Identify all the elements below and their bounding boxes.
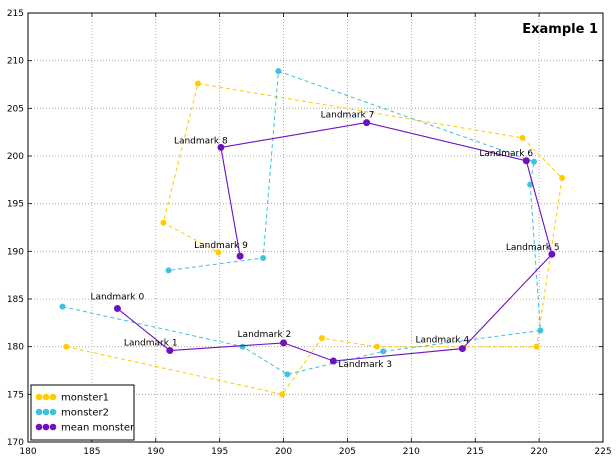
grid — [28, 13, 603, 442]
y-tick-label: 215 — [7, 9, 24, 19]
legend-item: mean monster — [35, 423, 135, 434]
y-tick-label: 170 — [7, 438, 24, 448]
legend-marker — [42, 408, 50, 416]
y-tick-label: 190 — [7, 247, 24, 257]
landmark-label: Landmark 3 — [338, 360, 392, 370]
legend-label: mean monster — [61, 423, 135, 434]
y-tick-label: 200 — [7, 152, 24, 162]
data-point — [239, 343, 246, 350]
y-axis-ticks: 170 175 180 185 190 195 200 205 210 215 — [7, 9, 603, 448]
x-tick-label: 185 — [83, 447, 100, 457]
series-monster1 — [63, 80, 566, 398]
series-group — [59, 68, 566, 398]
legend-marker — [42, 393, 50, 401]
data-point — [165, 267, 172, 274]
series-path — [66, 82, 563, 395]
landmark-label: Landmark 7 — [321, 111, 375, 121]
landmark-label: Landmark 1 — [124, 338, 178, 348]
data-point — [531, 158, 537, 165]
data-point — [113, 305, 121, 313]
x-tick-label: 180 — [19, 447, 36, 457]
y-tick-label: 185 — [7, 295, 24, 305]
data-point — [160, 219, 167, 226]
data-point — [519, 134, 526, 141]
data-point — [260, 255, 267, 262]
y-tick-label: 210 — [7, 57, 24, 67]
data-point — [59, 303, 66, 310]
data-point — [215, 249, 222, 256]
landmark-label: Landmark 0 — [90, 293, 144, 303]
legend-marker — [49, 393, 57, 401]
data-point — [373, 343, 380, 350]
legend-marker — [49, 423, 57, 431]
series-path — [62, 70, 541, 375]
data-point — [236, 252, 244, 260]
legend-item: monster2 — [35, 408, 109, 419]
legend-marker — [49, 408, 57, 416]
y-tick-label: 205 — [7, 104, 24, 114]
data-point — [527, 181, 534, 188]
legend-marker — [35, 423, 43, 431]
data-point — [194, 80, 201, 87]
legend-marker — [35, 393, 43, 401]
legend-marker — [35, 408, 43, 416]
data-point — [279, 391, 286, 398]
series-path — [117, 122, 553, 362]
landmark-label: Landmark 6 — [479, 149, 533, 159]
data-point — [217, 143, 225, 151]
data-point — [363, 119, 371, 127]
data-point — [318, 335, 325, 342]
data-point — [329, 357, 337, 365]
x-axis-ticks: 180 185 190 195 200 205 210 215 220 225 — [19, 13, 612, 457]
legend: monster1 monster2 mean monster — [30, 384, 135, 441]
legend-marker — [42, 423, 50, 431]
x-tick-label: 195 — [211, 447, 228, 457]
legend-label: monster1 — [61, 393, 109, 404]
data-point — [559, 174, 566, 181]
x-tick-label: 200 — [275, 447, 292, 457]
data-point — [63, 343, 70, 350]
x-tick-label: 205 — [339, 447, 356, 457]
data-point — [275, 68, 282, 75]
data-point — [166, 346, 174, 354]
data-point — [458, 345, 466, 353]
legend-items: monster1 monster2 mean monster — [35, 393, 135, 434]
x-tick-label: 215 — [467, 447, 484, 457]
chart-title: Example 1 — [522, 22, 598, 37]
y-tick-label: 195 — [7, 200, 24, 210]
data-point — [548, 250, 556, 258]
series-monster2 — [59, 68, 544, 378]
legend-label: monster2 — [61, 408, 109, 419]
landmark-label: Landmark 5 — [506, 243, 560, 253]
data-point — [280, 339, 288, 347]
y-tick-label: 180 — [7, 343, 24, 353]
x-tick-label: 225 — [594, 447, 611, 457]
x-tick-label: 220 — [531, 447, 548, 457]
landmark-label: Landmark 2 — [238, 330, 292, 340]
x-tick-label: 210 — [403, 447, 420, 457]
data-point — [380, 348, 387, 355]
legend-item: monster1 — [35, 393, 109, 404]
landmark-labels: Landmark 0 Landmark 1 Landmark 2 Landmark 3… — [90, 111, 559, 370]
landmark-label: Landmark 9 — [194, 241, 248, 251]
landmark-label: Landmark 8 — [174, 136, 228, 146]
x-tick-label: 190 — [147, 447, 164, 457]
data-point — [284, 371, 291, 378]
landmark-label: Landmark 4 — [415, 336, 469, 346]
data-point — [533, 343, 540, 350]
series-mean-monster — [113, 119, 556, 365]
plot-frame — [27, 12, 604, 443]
data-point — [522, 157, 530, 165]
data-point — [537, 327, 544, 334]
y-tick-label: 175 — [7, 390, 24, 400]
